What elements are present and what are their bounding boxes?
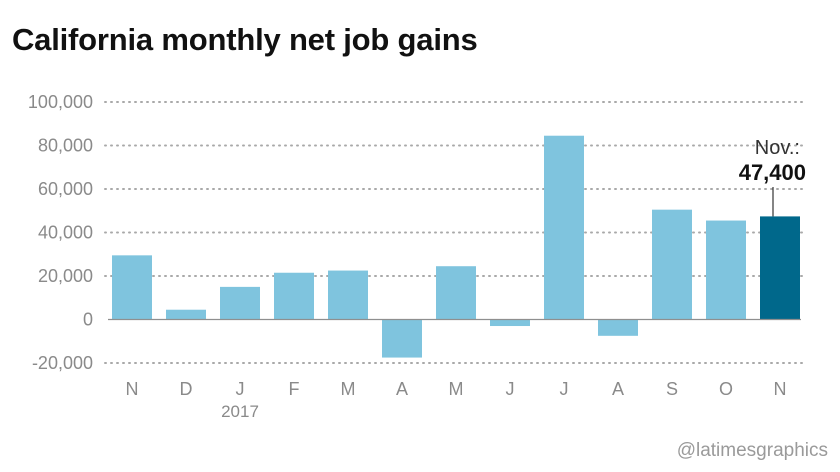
chart-title: California monthly net job gains [12, 22, 478, 57]
y-tick-label: 60,000 [38, 179, 93, 199]
x-tick-label: M [449, 379, 464, 399]
annotation-label: Nov.: [755, 137, 800, 159]
bar [598, 319, 638, 336]
x-tick-label: D [180, 379, 193, 399]
x-tick-label: J [506, 379, 515, 399]
bar [166, 309, 206, 320]
x-tick-label: F [289, 379, 300, 399]
y-tick-label: 0 [83, 310, 93, 330]
x-tick-label: S [666, 379, 678, 399]
y-tick-label: 20,000 [38, 266, 93, 286]
x-tick-label: A [396, 379, 408, 399]
x-tick-label: A [612, 379, 624, 399]
y-tick-label: -20,000 [32, 353, 93, 373]
bar [274, 272, 314, 320]
bar [382, 319, 422, 358]
bar-highlight [760, 216, 800, 320]
x-tick-label: J [236, 379, 245, 399]
bar [112, 255, 152, 320]
credit-label: @latimesgraphics [676, 440, 828, 461]
x-tick-label: J [560, 379, 569, 399]
bar [544, 135, 584, 320]
x-tick-label: N [126, 379, 139, 399]
bar [706, 220, 746, 320]
annotation-value: 47,400 [739, 160, 806, 185]
y-tick-label: 100,000 [28, 92, 93, 112]
bar [490, 319, 530, 327]
bar [652, 209, 692, 320]
x-tick-label: O [719, 379, 733, 399]
x-tick-label: N [774, 379, 787, 399]
bar [220, 286, 260, 320]
bar [328, 270, 368, 320]
x-tick-label: M [341, 379, 356, 399]
bar [436, 266, 476, 320]
y-tick-label: 40,000 [38, 223, 93, 243]
y-tick-label: 80,000 [38, 136, 93, 156]
year-label: 2017 [221, 402, 259, 421]
